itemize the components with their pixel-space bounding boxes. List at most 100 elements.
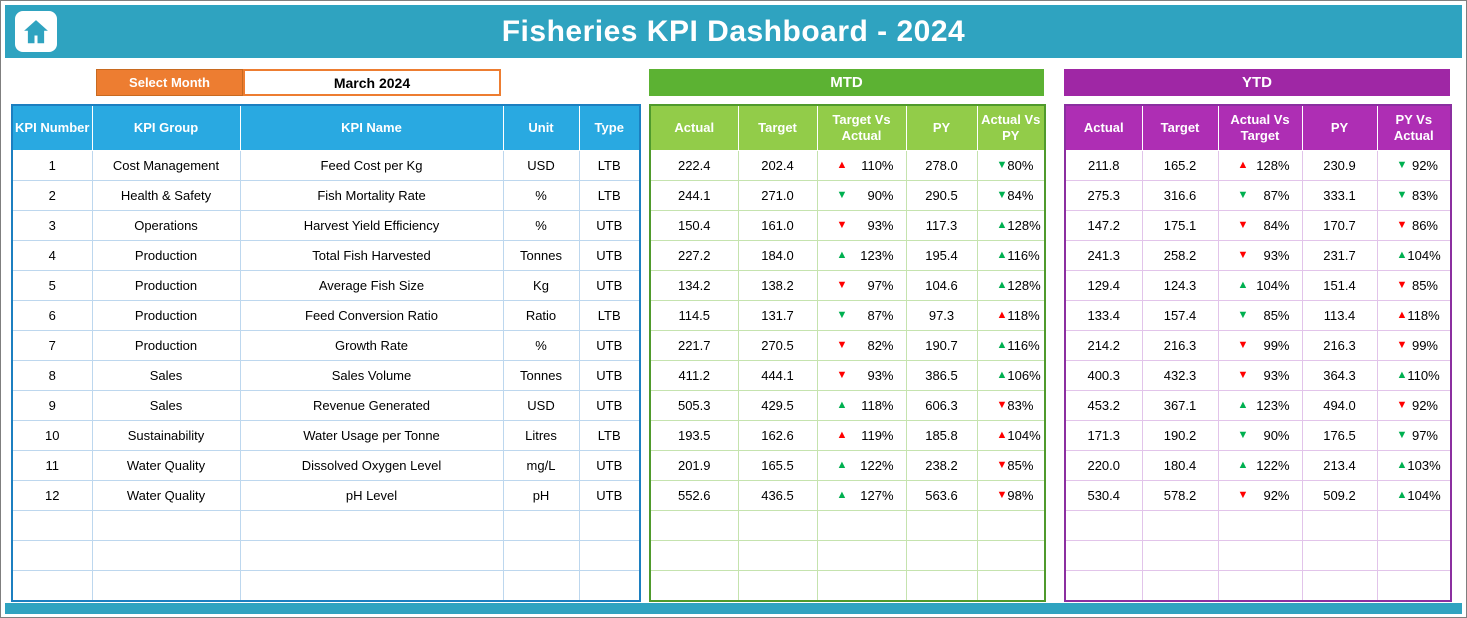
kpi-number-cell: 2 <box>11 180 93 211</box>
mtd-target-vs-actual-cell: ▼ 97% <box>816 270 907 301</box>
empty-cell <box>737 570 818 602</box>
kpi-type-cell: LTB <box>578 180 641 211</box>
empty-cell <box>905 570 978 602</box>
empty-cell <box>239 540 504 571</box>
mtd-actual-cell: 222.4 <box>649 150 739 181</box>
kpi-number-cell: 12 <box>11 480 93 511</box>
page-title: Fisheries KPI Dashboard - 2024 <box>501 14 966 48</box>
trend-value: 106% <box>1007 368 1041 383</box>
trend-down-icon: ▼ <box>1237 489 1249 501</box>
mtd-actual-vs-py-cell: ▲ 128% <box>976 210 1046 241</box>
home-button[interactable] <box>15 11 57 52</box>
empty-cell <box>816 570 907 602</box>
kpi-group-cell: Production <box>91 270 241 301</box>
ytd-py-cell: 113.4 <box>1301 300 1378 331</box>
ytd-py-cell: 230.9 <box>1301 150 1378 181</box>
table-row: 193.5 162.6 ▲ 119% 185.8 ▲ 104% <box>649 420 1046 451</box>
trend-down-icon: ▼ <box>1396 429 1408 441</box>
trend-value: 128% <box>1256 158 1290 173</box>
ytd-target-cell: 165.2 <box>1141 150 1219 181</box>
mtd-column-header: Target <box>737 104 818 151</box>
empty-cell <box>816 510 907 541</box>
ytd-column-header: PY <box>1301 104 1378 151</box>
trend-down-icon: ▼ <box>836 219 848 231</box>
mtd-py-cell: 278.0 <box>905 150 978 181</box>
ytd-actual-cell: 241.3 <box>1064 240 1143 271</box>
trend-value: 99% <box>1411 338 1438 353</box>
ytd-target-cell: 367.1 <box>1141 390 1219 421</box>
trend-down-icon: ▼ <box>1237 309 1249 321</box>
trend-value: 83% <box>1007 398 1034 413</box>
empty-cell <box>905 540 978 571</box>
empty-cell <box>11 540 93 571</box>
ytd-actual-vs-target-cell: ▼ 93% <box>1217 240 1303 271</box>
kpi-number-cell: 7 <box>11 330 93 361</box>
ytd-actual-vs-target-cell: ▼ 84% <box>1217 210 1303 241</box>
kpi-column-header: Unit <box>502 104 580 151</box>
trend-value: 122% <box>860 458 894 473</box>
mtd-py-cell: 97.3 <box>905 300 978 331</box>
kpi-number-cell: 5 <box>11 270 93 301</box>
select-month-button[interactable]: Select Month <box>96 69 243 96</box>
kpi-number-cell: 6 <box>11 300 93 331</box>
mtd-target-cell: 138.2 <box>737 270 818 301</box>
kpi-type-cell: LTB <box>578 300 641 331</box>
mtd-actual-vs-py-cell: ▲ 116% <box>976 240 1046 271</box>
table-row: 8 Sales Sales Volume Tonnes UTB <box>11 360 641 391</box>
empty-cell <box>239 510 504 541</box>
trend-value: 92% <box>1411 398 1438 413</box>
ytd-actual-vs-target-cell: ▼ 92% <box>1217 480 1303 511</box>
trend-down-icon: ▼ <box>836 369 848 381</box>
table-row: 7 Production Growth Rate% UTB <box>11 330 641 361</box>
kpi-name-cell: Average Fish Size <box>239 270 504 301</box>
kpi-type-cell: UTB <box>578 480 641 511</box>
table-row: 411.2 444.1 ▼ 93% 386.5 ▲ 106% <box>649 360 1046 391</box>
ytd-py-vs-actual-cell: ▲ 103% <box>1376 450 1452 481</box>
mtd-py-cell: 563.6 <box>905 480 978 511</box>
table-row: 6 Production Feed Conversion Ratio Ratio LTB <box>11 300 641 331</box>
table-row: 241.3 258.2 ▼ 93% 231.7 ▲ 104% <box>1064 240 1452 271</box>
empty-row <box>649 570 1046 602</box>
trend-down-icon: ▼ <box>1237 249 1249 261</box>
trend-value: 128% <box>1007 278 1041 293</box>
trend-up-icon: ▲ <box>1396 309 1408 321</box>
table-row: 3 Operations Harvest Yield Efficiency% UTB <box>11 210 641 241</box>
mtd-target-cell: 271.0 <box>737 180 818 211</box>
kpi-type-cell: LTB <box>578 150 641 181</box>
trend-down-icon: ▼ <box>836 189 848 201</box>
kpi-group-cell: Sales <box>91 360 241 391</box>
empty-cell <box>91 570 241 602</box>
trend-value: 86% <box>1411 218 1438 233</box>
mtd-target-cell: 270.5 <box>737 330 818 361</box>
table-row: 400.3 432.3 ▼ 93% 364.3 ▲ 110% <box>1064 360 1452 391</box>
kpi-column-header: KPI Name <box>239 104 504 151</box>
trend-value: 118% <box>1407 308 1440 323</box>
ytd-py-cell: 231.7 <box>1301 240 1378 271</box>
empty-cell <box>1301 510 1378 541</box>
month-dropdown[interactable]: March 2024 <box>243 69 501 96</box>
ytd-actual-cell: 220.0 <box>1064 450 1143 481</box>
empty-cell <box>1301 540 1378 571</box>
trend-value: 104% <box>1407 488 1441 503</box>
empty-cell <box>502 510 580 541</box>
empty-row <box>1064 540 1452 571</box>
trend-down-icon: ▼ <box>996 459 1008 471</box>
empty-cell <box>578 540 641 571</box>
trend-value: 123% <box>1256 398 1290 413</box>
empty-cell <box>1141 540 1219 571</box>
kpi-type-cell: UTB <box>578 360 641 391</box>
kpi-number-cell: 1 <box>11 150 93 181</box>
table-row: 453.2 367.1 ▲ 123% 494.0 ▼ 92% <box>1064 390 1452 421</box>
mtd-target-cell: 184.0 <box>737 240 818 271</box>
empty-row <box>649 510 1046 541</box>
trend-value: 85% <box>1007 458 1034 473</box>
table-row: 171.3 190.2 ▼ 90% 176.5 ▼ 97% <box>1064 420 1452 451</box>
mtd-column-header: Actual Vs PY <box>976 104 1046 151</box>
trend-value: 93% <box>867 218 894 233</box>
mtd-target-vs-actual-cell: ▲ 123% <box>816 240 907 271</box>
trend-value: 116% <box>1007 338 1040 353</box>
ytd-actual-vs-target-cell: ▲ 123% <box>1217 390 1303 421</box>
ytd-py-vs-actual-cell: ▲ 104% <box>1376 240 1452 271</box>
mtd-actual-cell: 134.2 <box>649 270 739 301</box>
